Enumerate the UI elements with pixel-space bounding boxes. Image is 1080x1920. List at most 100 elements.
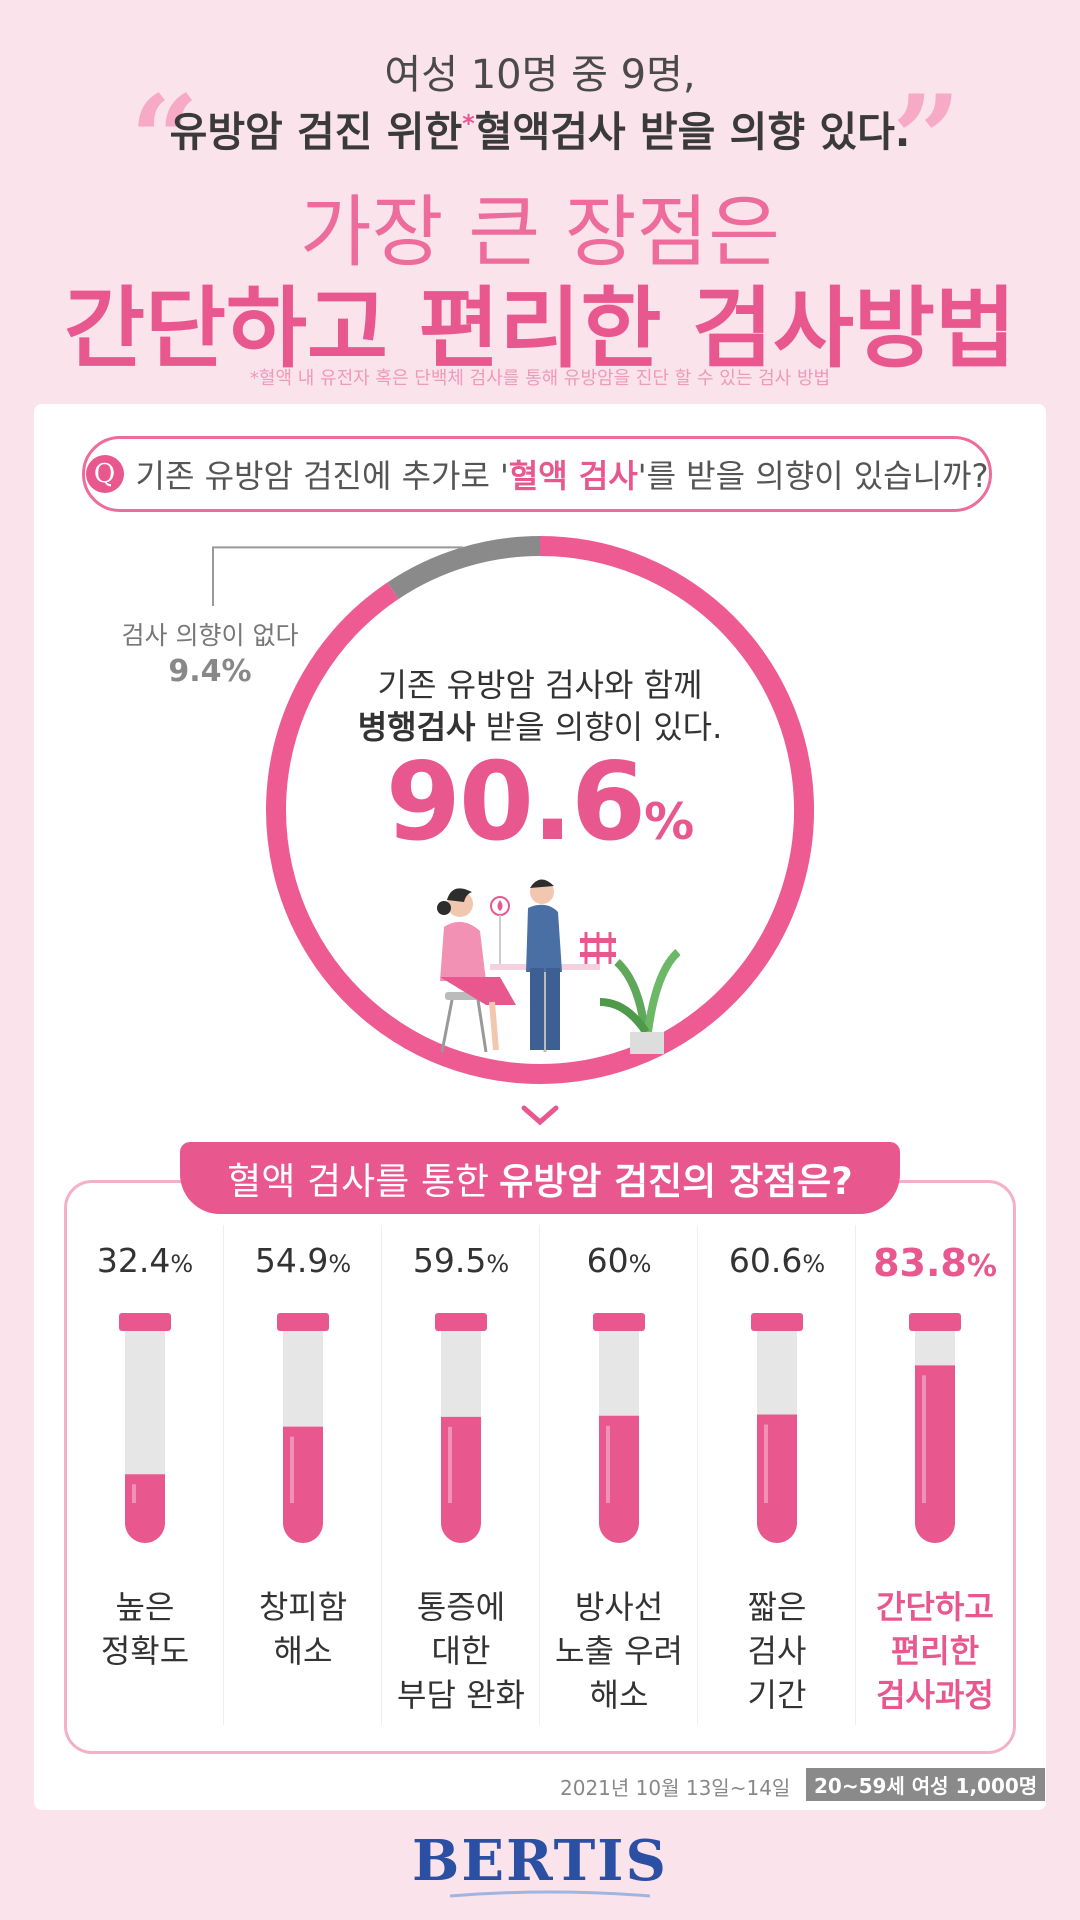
column-divider bbox=[697, 1225, 698, 1725]
bar-value-unit: % bbox=[966, 1249, 997, 1284]
bar-value-number: 54.9 bbox=[254, 1241, 329, 1280]
tube-cap bbox=[909, 1313, 961, 1331]
advantages-title-bold: 유방암 검진의 장점은? bbox=[499, 1160, 853, 1203]
tube-cap bbox=[751, 1313, 803, 1331]
bar-category-line: 정확도 bbox=[100, 1632, 190, 1670]
advantages-title-banner: 혈액 검사를 통한 유방암 검진의 장점은? bbox=[180, 1142, 900, 1214]
test-tube-bar bbox=[909, 1313, 961, 1543]
bar-category-line: 부담 완화 bbox=[397, 1676, 525, 1714]
bar bbox=[599, 1415, 639, 1543]
advantages-title-plain: 혈액 검사를 통한 bbox=[227, 1160, 490, 1203]
no-intent-value: 9.4% bbox=[168, 654, 252, 689]
content-card bbox=[34, 404, 1046, 1810]
tube-shine bbox=[606, 1425, 610, 1503]
tube-cap bbox=[435, 1313, 487, 1331]
bar bbox=[125, 1474, 165, 1543]
close-quote-icon: ” bbox=[892, 69, 962, 210]
column-divider bbox=[539, 1225, 540, 1725]
bar-value-unit: % bbox=[170, 1250, 194, 1278]
bar-category-line: 기간 bbox=[747, 1676, 807, 1714]
tube-shine bbox=[922, 1375, 926, 1503]
bar-category-line: 노출 우려 bbox=[555, 1632, 683, 1670]
bar-category-line: 해소 bbox=[273, 1632, 333, 1670]
bar-value-label: 54.9% bbox=[224, 1241, 382, 1280]
test-tube-bar bbox=[277, 1313, 329, 1543]
donut-chart bbox=[212, 536, 814, 1084]
blood-test-illustration bbox=[437, 879, 680, 1054]
bar-value-label: 32.4% bbox=[66, 1241, 224, 1280]
test-tube-bar bbox=[593, 1313, 645, 1543]
question-bold: 혈액 검사 bbox=[508, 457, 638, 495]
bar-value-number: 60 bbox=[586, 1241, 629, 1280]
bar-value-number: 59.5 bbox=[412, 1241, 487, 1280]
headline-line2: 유방암 검진 위한*혈액검사 받을 의향 있다. bbox=[0, 98, 1080, 158]
yes-intent-line2: 병행검사 받을 의향이 있다. bbox=[300, 702, 780, 748]
bar-category-line: 검사과정 bbox=[876, 1676, 994, 1714]
q-icon: Q bbox=[85, 455, 124, 493]
no-intent-label: 검사 의향이 없다 bbox=[121, 621, 299, 650]
bar-category-line: 통증에 bbox=[416, 1588, 506, 1626]
yes-number: 90.6 bbox=[385, 740, 646, 865]
bar-category-line: 방사선 bbox=[574, 1588, 664, 1626]
column-divider bbox=[381, 1225, 382, 1725]
headline-line3: 가장 큰 장점은 bbox=[299, 188, 781, 278]
bar-value-number: 60.6 bbox=[728, 1241, 803, 1280]
donut-leader-line bbox=[212, 546, 464, 606]
question-post: '를 받을 의향이 있습니까? bbox=[637, 457, 989, 495]
tube-cap bbox=[119, 1313, 171, 1331]
asterisk: * bbox=[462, 109, 475, 138]
yes-unit: % bbox=[644, 793, 695, 851]
headline-line2-a: 유방암 검진 위한 bbox=[169, 108, 463, 156]
bar-value-unit: % bbox=[328, 1250, 352, 1278]
bar-category-line: 높은 bbox=[115, 1588, 175, 1626]
bar-category-line: 간단하고 bbox=[876, 1588, 994, 1626]
headline-title: 간단하고 편리한 검사방법 bbox=[64, 277, 1016, 380]
bar-category-line: 검사 bbox=[747, 1632, 807, 1670]
bar-value-unit: % bbox=[628, 1250, 652, 1278]
bar-value-unit: % bbox=[802, 1250, 826, 1278]
tube-shine bbox=[448, 1426, 452, 1503]
bar-category-line: 해소 bbox=[589, 1676, 649, 1714]
bar-value-number: 83.8 bbox=[873, 1241, 967, 1285]
open-quote-icon: “ bbox=[130, 69, 200, 210]
chevron-down-icon bbox=[521, 1105, 559, 1126]
tube-shine bbox=[764, 1424, 768, 1503]
headline-line1: 여성 10명 중 9명, bbox=[384, 52, 696, 98]
column-divider bbox=[223, 1225, 224, 1725]
survey-sample-badge: 20~59세 여성 1,000명 bbox=[806, 1768, 1046, 1801]
question-box: Q 기존 유방암 검진에 추가로 ' 혈액 검사 '를 받을 의향이 있습니까? bbox=[82, 436, 992, 512]
bar bbox=[757, 1414, 797, 1543]
bar-category-line: 짧은 bbox=[747, 1588, 807, 1626]
tube-shine bbox=[132, 1484, 136, 1503]
tube-cap bbox=[277, 1313, 329, 1331]
bar-value-unit: % bbox=[486, 1250, 510, 1278]
footnote: *혈액 내 유전자 혹은 단백체 검사를 통해 유방암을 진단 할 수 있는 검… bbox=[249, 368, 831, 389]
logo-underline bbox=[450, 1890, 650, 1898]
bar-category-line: 대한 bbox=[431, 1632, 491, 1670]
bar-value-label: 59.5% bbox=[382, 1241, 540, 1280]
bertis-logo: BERTIS bbox=[412, 1828, 668, 1894]
donut-segment-no bbox=[387, 536, 541, 600]
bar-category-line: 편리한 bbox=[890, 1632, 980, 1670]
tube-cap bbox=[593, 1313, 645, 1331]
bar-value-label: 60.6% bbox=[698, 1241, 856, 1280]
test-tube-bar bbox=[435, 1313, 487, 1543]
bar-value-number: 32.4 bbox=[96, 1241, 171, 1280]
yes-intent-rest: 받을 의향이 있다. bbox=[475, 708, 723, 746]
bar-value-label: 60% bbox=[540, 1241, 698, 1280]
test-tube-bar bbox=[751, 1313, 803, 1543]
question-pre: 기존 유방암 검진에 추가로 ' bbox=[135, 457, 509, 495]
bar bbox=[915, 1365, 955, 1543]
bar-category-line: 창피함 bbox=[258, 1588, 348, 1626]
test-tube-bar bbox=[119, 1313, 171, 1543]
